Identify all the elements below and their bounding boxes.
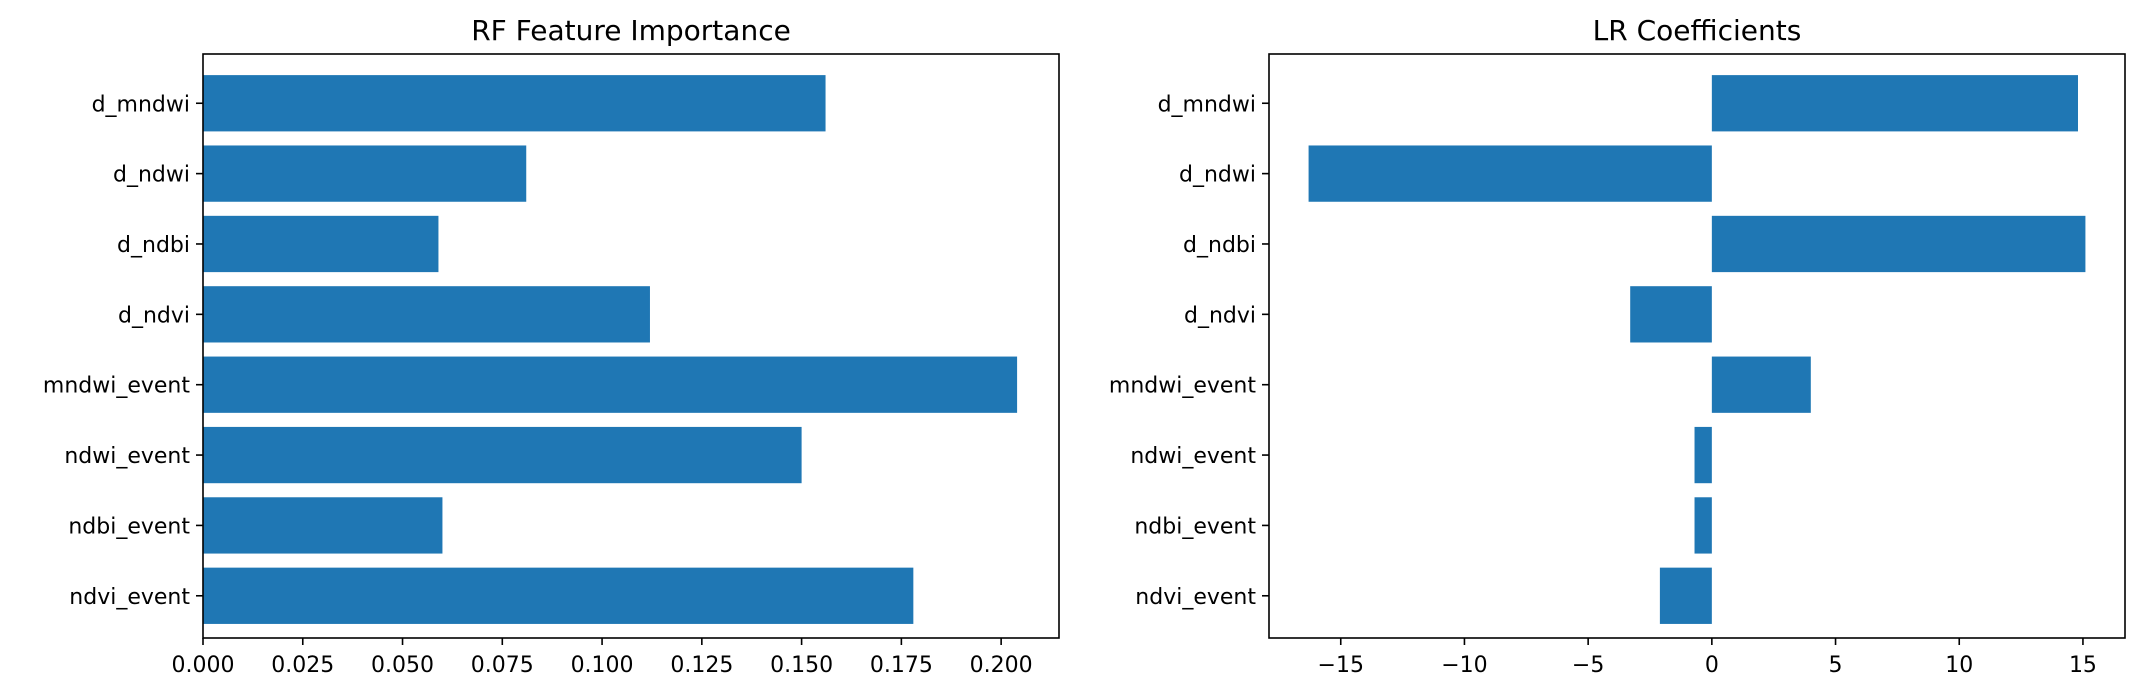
rf-chart-title: RF Feature Importance [471,14,791,47]
rf-xtick-label: 0.150 [770,653,833,678]
rf-ytick-label-d_ndvi: d_ndvi [118,303,190,328]
lr-bar-d_ndbi [1711,215,2086,273]
lr-ytick-label-ndvi_event: ndvi_event [1135,585,1256,610]
rf-xtick-label: 0.175 [870,653,933,678]
rf-bar-d_ndbi [203,215,439,273]
rf-bar-d_ndvi [203,286,650,343]
lr-xtick-label: −15 [1318,653,1364,678]
rf-bar-d_ndwi [203,145,527,202]
rf-xtick-label: 0.025 [271,653,334,678]
rf-ytick-label-d_mndwi: d_mndwi [92,92,190,117]
lr-bar-ndvi_event [1659,567,1712,624]
rf-xtick-label: 0.000 [172,653,235,678]
lr-axes-frame [1268,53,2126,639]
rf-bar-mndwi_event [203,356,1018,413]
rf-bar-ndwi_event [203,426,802,484]
lr-ytick-label-ndwi_event: ndwi_event [1130,444,1256,469]
lr-ytick-label-mndwi_event: mndwi_event [1109,374,1256,399]
lr-xtick-label: 5 [1829,653,1843,678]
lr-chart-title: LR Coefficients [1593,14,1802,47]
lr-bar-d_ndwi [1308,145,1712,202]
rf-xtick-label: 0.050 [371,653,434,678]
lr-xtick-label: −5 [1572,653,1604,678]
lr-bar-d_mndwi [1711,75,2078,132]
rf-axes-frame [202,53,1060,639]
lr-xtick-label: 15 [2069,653,2097,678]
rf-xtick-label: 0.075 [471,653,534,678]
lr-coefficients-chart: LR Coefficients d_mndwi d_ndwi d_ndbi d_ndv… [1109,14,2126,678]
lr-ytick-label-d_ndwi: d_ndwi [1179,163,1256,188]
rf-ytick-label-d_ndbi: d_ndbi [117,233,190,258]
lr-bar-ndbi_event [1694,497,1712,554]
lr-ytick-label-ndbi_event: ndbi_event [1134,514,1256,539]
rf-ytick-label-ndbi_event: ndbi_event [68,514,190,539]
lr-bar-mndwi_event [1711,356,1811,413]
rf-xtick-label: 0.125 [670,653,733,678]
rf-ytick-label-ndwi_event: ndwi_event [64,444,190,469]
lr-xtick-label: 0 [1705,653,1719,678]
rf-ytick-label-ndvi_event: ndvi_event [69,585,190,610]
lr-ytick-label-d_mndwi: d_mndwi [1158,92,1256,117]
rf-xtick-label: 0.100 [571,653,634,678]
rf-bar-ndbi_event [203,497,443,554]
rf-feature-importance-chart: RF Feature Importance d_mndwi d_ndwi d_ndb… [43,14,1060,678]
lr-ytick-label-d_ndbi: d_ndbi [1183,233,1256,258]
rf-bar-d_mndwi [203,75,826,132]
lr-ytick-label-d_ndvi: d_ndvi [1184,303,1256,328]
rf-bar-ndvi_event [203,567,914,624]
lr-bar-d_ndvi [1630,286,1712,343]
lr-bar-ndwi_event [1694,426,1712,484]
lr-xtick-label: −10 [1441,653,1487,678]
lr-xtick-label: 10 [1945,653,1973,678]
rf-ytick-label-mndwi_event: mndwi_event [43,374,190,399]
rf-ytick-label-d_ndwi: d_ndwi [113,163,190,188]
rf-xtick-label: 0.200 [970,653,1033,678]
